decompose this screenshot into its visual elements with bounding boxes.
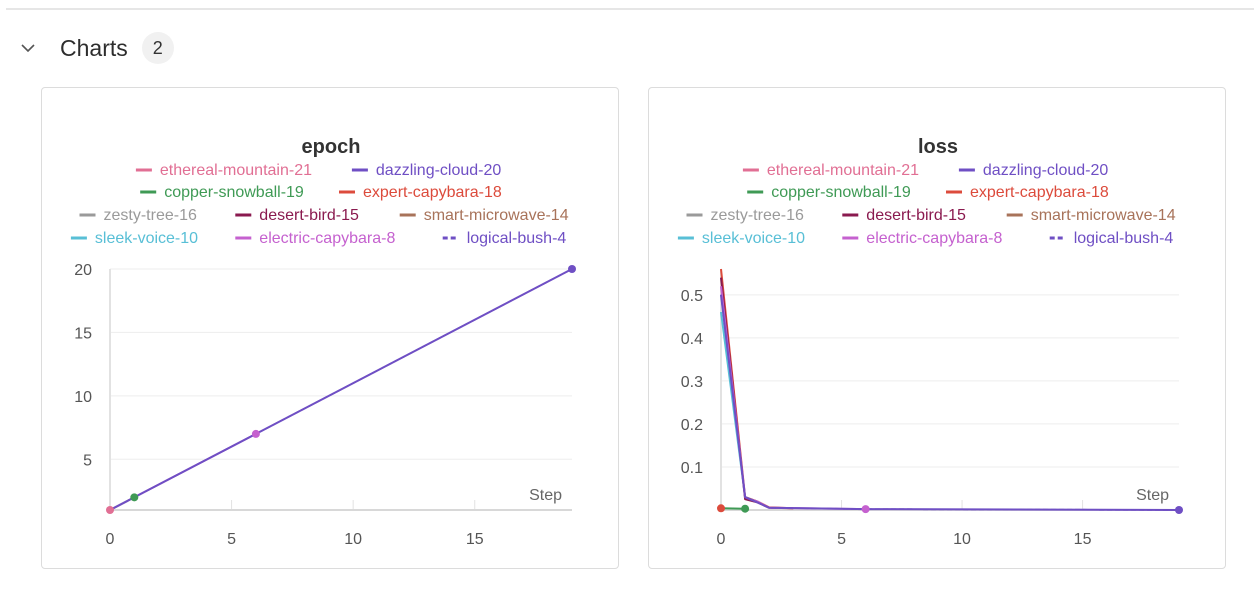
legend-label: desert-bird-15 (866, 207, 966, 224)
series-line-dazzling-cloud-20 (109, 268, 573, 511)
legend-item-dazzling-cloud-20[interactable]: dazzling-cloud-20 (958, 162, 1109, 179)
legend-row: ethereal-mountain-21 dazzling-cloud-20 (135, 162, 502, 179)
x-tick-label: 10 (344, 531, 362, 548)
legend-label: dazzling-cloud-20 (983, 162, 1109, 179)
legend-label: expert-capybara-18 (970, 184, 1109, 201)
data-point-copper-snowball-19 (741, 504, 750, 513)
x-tick-label: 10 (953, 531, 971, 548)
y-tick-label: 0.3 (681, 374, 703, 391)
legend-row: sleek-voice-10 electric-capybara-8 logical… (677, 230, 1174, 247)
legend-label: copper-snowball-19 (164, 184, 304, 201)
chart-title: epoch (302, 136, 361, 158)
x-tick-label: 0 (717, 531, 726, 548)
legend-label: desert-bird-15 (259, 207, 359, 224)
chevron-down-icon[interactable] (18, 38, 38, 58)
epoch-chart-panel[interactable]: epoch ethereal-mountain-21 dazzling-cloud-… (41, 87, 619, 569)
y-tick-label: 15 (74, 325, 92, 342)
loss-chart-panel[interactable]: loss ethereal-mountain-21 dazzling-cloud-2… (648, 87, 1226, 569)
series-line-dazzling-cloud-20 (720, 294, 1180, 511)
legend-item-logical-bush-4[interactable]: logical-bush-4 (442, 230, 567, 247)
y-tick-label: 0.5 (681, 288, 703, 305)
legend-item-dazzling-cloud-20[interactable]: dazzling-cloud-20 (351, 162, 502, 179)
legend-label: smart-microwave-14 (424, 207, 569, 224)
x-tick-label: 5 (227, 531, 236, 548)
legend-item-zesty-tree-16[interactable]: zesty-tree-16 (79, 207, 197, 224)
legend-item-electric-capybara-8[interactable]: electric-capybara-8 (842, 230, 1002, 247)
legend-label: dazzling-cloud-20 (376, 162, 502, 179)
legend-item-desert-bird-15[interactable]: desert-bird-15 (842, 207, 966, 224)
legend-label: expert-capybara-18 (363, 184, 502, 201)
y-tick-label: 0.4 (681, 331, 703, 348)
data-point-ethereal-mountain-21 (106, 506, 114, 514)
legend-row: copper-snowball-19 expert-capybara-18 (140, 184, 502, 201)
legend-item-desert-bird-15[interactable]: desert-bird-15 (235, 207, 359, 224)
legend-item-ethereal-mountain-21[interactable]: ethereal-mountain-21 (135, 162, 312, 179)
legend-label: sleek-voice-10 (702, 230, 805, 247)
charts-section-header[interactable]: Charts 2 (18, 30, 174, 66)
legend-label: electric-capybara-8 (866, 230, 1002, 247)
legend-label: zesty-tree-16 (711, 207, 804, 224)
legend-row: copper-snowball-19 expert-capybara-18 (747, 184, 1109, 201)
data-point-dazzling-cloud-20 (568, 265, 576, 273)
x-axis-label: Step (529, 487, 562, 504)
y-tick-label: 0.2 (681, 417, 703, 434)
series-line-logical-bush-4 (720, 294, 1180, 511)
y-tick-label: 5 (83, 452, 92, 469)
loss-chart: loss ethereal-mountain-21 dazzling-cloud-2… (677, 136, 1183, 548)
legend-label: logical-bush-4 (467, 230, 567, 247)
data-point-expert-capybara-18 (717, 504, 725, 513)
legend-label: zesty-tree-16 (104, 207, 197, 224)
y-tick-label: 0.1 (681, 460, 703, 477)
legend-item-expert-capybara-18[interactable]: expert-capybara-18 (946, 184, 1109, 201)
legend-item-expert-capybara-18[interactable]: expert-capybara-18 (339, 184, 502, 201)
legend-item-zesty-tree-16[interactable]: zesty-tree-16 (686, 207, 804, 224)
x-tick-label: 15 (1074, 531, 1092, 548)
y-tick-label: 10 (74, 389, 92, 406)
legend-label: electric-capybara-8 (259, 230, 395, 247)
y-tick-label: 20 (74, 262, 92, 279)
x-axis-label: Step (1136, 487, 1169, 504)
legend-label: copper-snowball-19 (771, 184, 911, 201)
legend-label: ethereal-mountain-21 (767, 162, 919, 179)
legend-row: ethereal-mountain-21 dazzling-cloud-20 (742, 162, 1109, 179)
legend-item-smart-microwave-14[interactable]: smart-microwave-14 (1006, 207, 1176, 224)
data-point-copper-snowball-19 (130, 493, 139, 502)
legend-label: sleek-voice-10 (95, 230, 198, 247)
legend-item-smart-microwave-14[interactable]: smart-microwave-14 (399, 207, 569, 224)
data-point-dazzling-cloud-20 (1175, 506, 1183, 514)
legend-item-copper-snowball-19[interactable]: copper-snowball-19 (140, 184, 304, 201)
legend-row: sleek-voice-10 electric-capybara-8 logical… (70, 230, 567, 247)
chart-title: loss (918, 136, 958, 158)
legend-row: zesty-tree-16 desert-bird-15 smart-microwa… (686, 207, 1176, 224)
x-tick-label: 5 (837, 531, 846, 548)
legend-label: ethereal-mountain-21 (160, 162, 312, 179)
legend-row: zesty-tree-16 desert-bird-15 smart-microwa… (79, 207, 569, 224)
chart-count-badge: 2 (141, 32, 174, 64)
legend-item-sleek-voice-10[interactable]: sleek-voice-10 (70, 230, 198, 247)
section-title: Charts (60, 34, 128, 61)
legend-item-copper-snowball-19[interactable]: copper-snowball-19 (747, 184, 911, 201)
legend-item-sleek-voice-10[interactable]: sleek-voice-10 (677, 230, 805, 247)
legend-label: logical-bush-4 (1074, 230, 1174, 247)
x-tick-label: 15 (466, 531, 484, 548)
legend-item-logical-bush-4[interactable]: logical-bush-4 (1049, 230, 1174, 247)
data-point-electric-capybara-8 (861, 505, 870, 514)
legend-item-ethereal-mountain-21[interactable]: ethereal-mountain-21 (742, 162, 919, 179)
legend-label: smart-microwave-14 (1031, 207, 1176, 224)
epoch-chart: epoch ethereal-mountain-21 dazzling-cloud-… (70, 136, 576, 548)
x-tick-label: 0 (106, 531, 115, 548)
section-divider (6, 8, 1254, 10)
legend-item-electric-capybara-8[interactable]: electric-capybara-8 (235, 230, 395, 247)
data-point-electric-capybara-8 (251, 429, 260, 438)
